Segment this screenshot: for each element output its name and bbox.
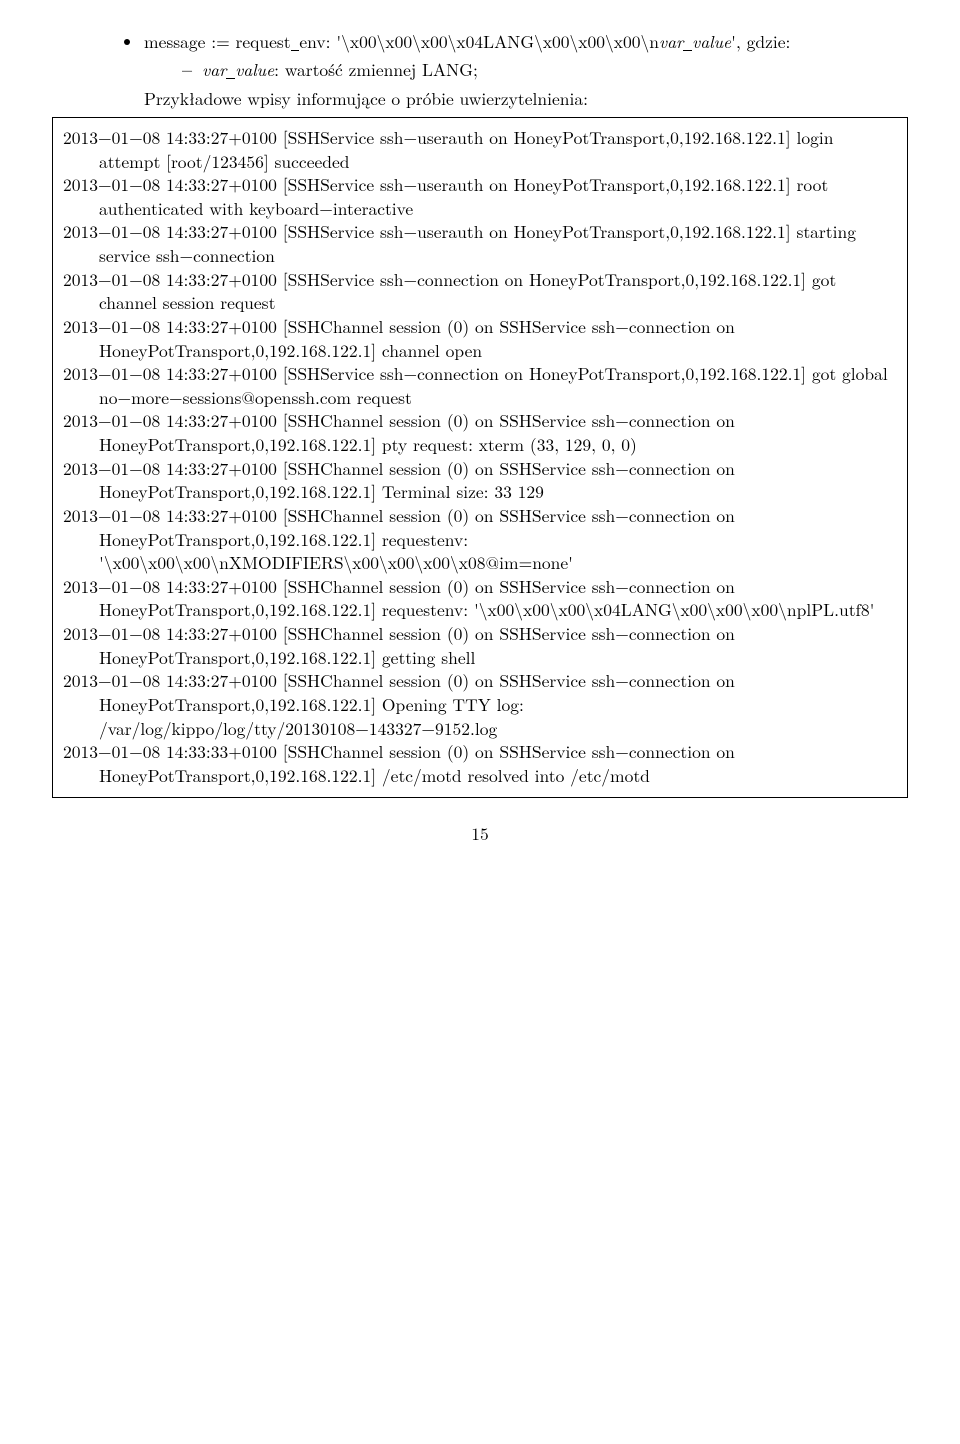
dash-value: value <box>235 57 274 82</box>
dash-icon: – <box>182 58 192 82</box>
log-entry: 2013−01−08 14:33:27+0100 [SSHChannel ses… <box>63 457 897 504</box>
bullet-value: value <box>692 29 731 54</box>
underscore <box>683 35 692 51</box>
log-entry: 2013−01−08 14:33:27+0100 [SSHChannel ses… <box>63 504 897 575</box>
log-entry: 2013−01−08 14:33:27+0100 [SSHChannel ses… <box>63 575 897 622</box>
log-entry: 2013−01−08 14:33:27+0100 [SSHService ssh… <box>63 268 897 315</box>
log-entry: 2013−01−08 14:33:33+0100 [SSHChannel ses… <box>63 740 897 787</box>
bullet-prefix: message := request <box>144 29 291 54</box>
log-entry: 2013−01−08 14:33:27+0100 [SSHChannel ses… <box>63 409 897 456</box>
intro-text: Przykładowe wpisy informujące o próbie u… <box>144 87 908 111</box>
log-entry: 2013−01−08 14:33:27+0100 [SSHChannel ses… <box>63 669 897 740</box>
log-entry: 2013−01−08 14:33:27+0100 [SSHService ssh… <box>63 362 897 409</box>
dash-var: var <box>202 57 226 82</box>
underscore <box>226 63 235 79</box>
bullet-item: message := request env: '\x00\x00\x00\x0… <box>124 30 908 54</box>
bullet-var: var <box>659 29 683 54</box>
dash-text: var value: wartość zmiennej LANG; <box>202 58 478 82</box>
bullet-mid: env: '\x00\x00\x00\x04LANG\x00\x00\x00\n <box>299 29 659 54</box>
log-entry: 2013−01−08 14:33:27+0100 [SSHService ssh… <box>63 126 897 173</box>
bullet-text: message := request env: '\x00\x00\x00\x0… <box>144 30 908 54</box>
log-entry: 2013−01−08 14:33:27+0100 [SSHChannel ses… <box>63 315 897 362</box>
dash-item: – var value: wartość zmiennej LANG; <box>182 58 908 82</box>
bullet-suffix: ', gdzie: <box>731 29 790 54</box>
bullet-dot-icon <box>124 39 130 45</box>
page-number: 15 <box>52 822 908 846</box>
log-entry: 2013−01−08 14:33:27+0100 [SSHService ssh… <box>63 220 897 267</box>
log-box: 2013−01−08 14:33:27+0100 [SSHService ssh… <box>52 117 908 799</box>
log-entry: 2013−01−08 14:33:27+0100 [SSHService ssh… <box>63 173 897 220</box>
dash-rest: : wartość zmiennej LANG; <box>274 57 478 82</box>
log-entry: 2013−01−08 14:33:27+0100 [SSHChannel ses… <box>63 622 897 669</box>
